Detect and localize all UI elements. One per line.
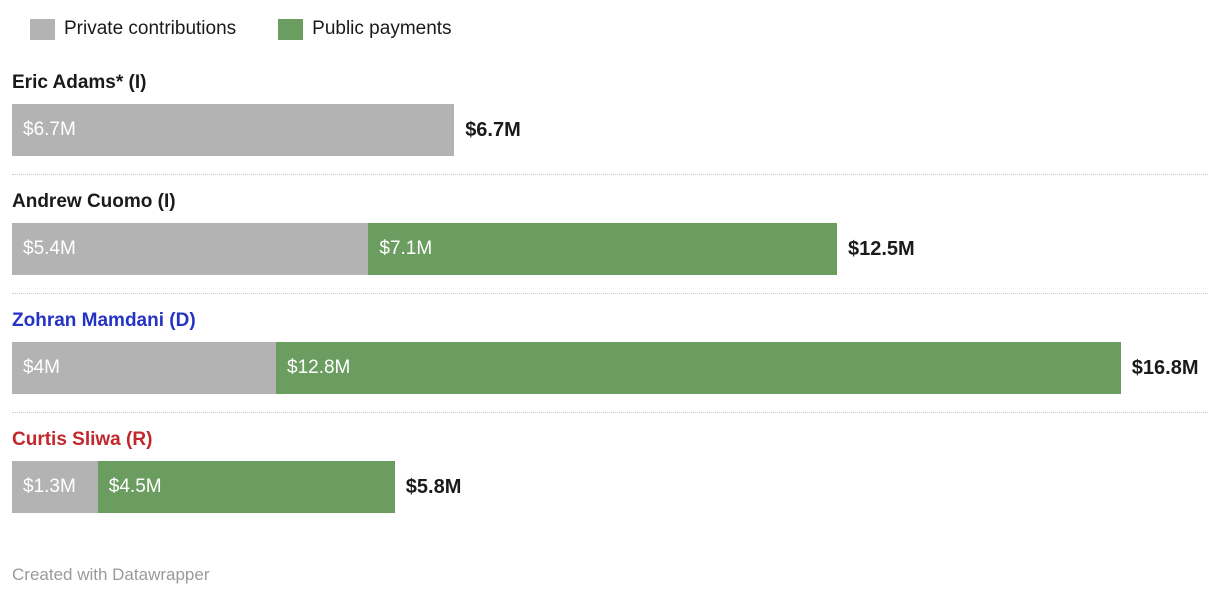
datawrapper-credit: Created with Datawrapper <box>12 565 210 584</box>
total-value-label: $12.5M <box>847 237 915 260</box>
bar-line: $6.7M $6.7M <box>12 104 1208 156</box>
legend-label: Public payments <box>312 18 452 39</box>
segment-value-label: $4M <box>23 357 60 378</box>
bar-segment: $4.5M <box>97 461 395 513</box>
stacked-bar: $4M $12.8M <box>12 342 1121 394</box>
total-value-label: $5.8M <box>405 475 462 498</box>
bar-row: Zohran Mamdani (D) $4M $12.8M $16.8M <box>12 293 1208 412</box>
bar-line: $5.4M $7.1M $12.5M <box>12 223 1208 275</box>
candidate-name: Andrew Cuomo (I) <box>12 191 176 212</box>
segment-value-label: $7.1M <box>379 238 433 259</box>
segment-value-label: $12.8M <box>287 357 351 378</box>
legend-label: Private contributions <box>64 18 237 39</box>
total-value-label: $6.7M <box>465 118 521 141</box>
candidate-name: Zohran Mamdani (D) <box>12 310 196 331</box>
bar-row: Eric Adams* (I) $6.7M $6.7M <box>12 66 1208 174</box>
bar-segment: $5.4M <box>12 223 369 275</box>
segment-value-label: $1.3M <box>23 476 76 497</box>
legend-item-private: Private contributions <box>30 18 236 40</box>
legend-item-public: Public payments <box>278 18 452 40</box>
bar-segment: $1.3M <box>12 461 98 513</box>
candidate-name: Curtis Sliwa (R) <box>12 429 153 450</box>
bar-segment: $6.7M <box>12 104 455 156</box>
bar-rows: Eric Adams* (I) $6.7M $6.7M Andrew Cuomo (I… <box>12 66 1208 531</box>
bar-segment: $4M <box>12 342 276 394</box>
legend-swatch-public <box>278 18 304 40</box>
bar-line: $4M $12.8M $16.8M <box>12 342 1208 394</box>
legend: Private contributions Public payments <box>30 18 1208 40</box>
bar-segment: $7.1M <box>368 223 837 275</box>
segment-value-label: $6.7M <box>23 119 76 140</box>
legend-swatch-private <box>30 18 55 40</box>
stacked-bar: $1.3M $4.5M <box>12 461 395 513</box>
total-value-label: $16.8M <box>1131 356 1199 379</box>
bar-row: Curtis Sliwa (R) $1.3M $4.5M $5.8M <box>12 412 1208 531</box>
stacked-bar: $5.4M $7.1M <box>12 223 837 275</box>
candidate-name: Eric Adams* (I) <box>12 72 147 93</box>
bar-row: Andrew Cuomo (I) $5.4M $7.1M $12.5M <box>12 174 1208 293</box>
segment-value-label: $5.4M <box>23 238 76 259</box>
bar-line: $1.3M $4.5M $5.8M <box>12 461 1208 513</box>
segment-value-label: $4.5M <box>108 476 162 497</box>
bar-segment: $12.8M <box>276 342 1121 394</box>
stacked-bar: $6.7M <box>12 104 455 156</box>
stacked-bar-chart: Private contributions Public payments Eri… <box>12 18 1208 585</box>
